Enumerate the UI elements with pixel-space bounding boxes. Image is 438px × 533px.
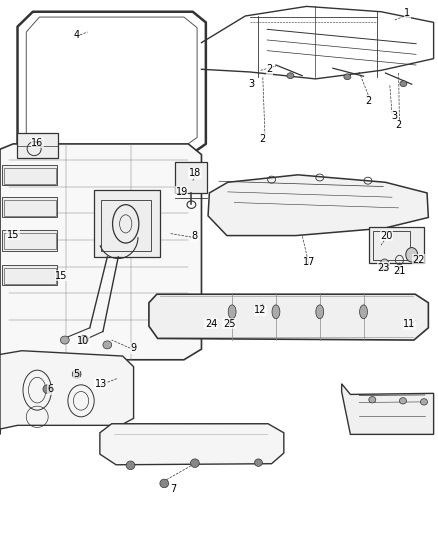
Text: 2: 2 [396, 120, 402, 130]
Polygon shape [149, 294, 428, 340]
Ellipse shape [316, 305, 324, 319]
Text: 15: 15 [7, 230, 19, 239]
Text: 6: 6 [47, 384, 53, 394]
Text: 24: 24 [205, 319, 217, 328]
Polygon shape [208, 175, 428, 236]
Ellipse shape [80, 336, 88, 344]
Bar [369, 227, 424, 263]
Polygon shape [342, 384, 434, 434]
Text: 2: 2 [260, 134, 266, 143]
Ellipse shape [287, 73, 294, 79]
Text: 9: 9 [131, 343, 137, 353]
Text: 1: 1 [404, 9, 410, 18]
Bar [4, 233, 56, 249]
Ellipse shape [43, 385, 52, 393]
Text: 18: 18 [189, 168, 201, 178]
Ellipse shape [72, 370, 81, 378]
Ellipse shape [380, 259, 389, 270]
Ellipse shape [406, 247, 417, 262]
Bar [373, 231, 410, 260]
Ellipse shape [399, 398, 406, 404]
Ellipse shape [126, 461, 135, 470]
Text: 12: 12 [254, 305, 267, 315]
Text: 2: 2 [266, 64, 272, 74]
Polygon shape [100, 424, 284, 465]
Text: 5: 5 [74, 369, 80, 379]
Bar [4, 168, 56, 184]
Text: 20: 20 [380, 231, 392, 240]
Text: 3: 3 [391, 111, 397, 121]
Text: 19: 19 [176, 187, 188, 197]
Ellipse shape [228, 305, 236, 319]
Bar [4, 268, 56, 284]
Bar [2, 165, 57, 185]
Bar [2, 197, 57, 217]
Ellipse shape [369, 397, 376, 403]
Text: 21: 21 [393, 266, 406, 276]
Polygon shape [0, 144, 201, 360]
Bar [101, 200, 151, 251]
Text: 23: 23 [377, 263, 389, 272]
Text: 17: 17 [303, 257, 315, 267]
Bar [4, 200, 56, 216]
Text: 15: 15 [55, 271, 67, 280]
Ellipse shape [191, 459, 199, 467]
Bar [2, 230, 57, 251]
Text: 4: 4 [74, 30, 80, 39]
Text: 22: 22 [412, 255, 424, 264]
Ellipse shape [60, 336, 69, 344]
Bar [2, 265, 57, 285]
Ellipse shape [103, 341, 112, 349]
Text: 10: 10 [77, 336, 89, 346]
Ellipse shape [344, 74, 351, 80]
Text: 8: 8 [192, 231, 198, 241]
Text: 13: 13 [95, 379, 107, 389]
Ellipse shape [420, 399, 427, 405]
Bar [94, 190, 160, 257]
Ellipse shape [254, 459, 262, 466]
Text: 7: 7 [170, 484, 176, 494]
Text: 11: 11 [403, 319, 416, 329]
Bar [17, 133, 58, 158]
Ellipse shape [160, 479, 169, 488]
Text: 3: 3 [249, 79, 255, 89]
Polygon shape [0, 351, 134, 434]
Text: 25: 25 [223, 319, 235, 328]
Text: 16: 16 [31, 138, 43, 148]
Ellipse shape [272, 305, 280, 319]
Text: 2: 2 [365, 96, 371, 106]
Ellipse shape [400, 80, 407, 87]
Ellipse shape [360, 305, 367, 319]
Bar [175, 162, 207, 193]
